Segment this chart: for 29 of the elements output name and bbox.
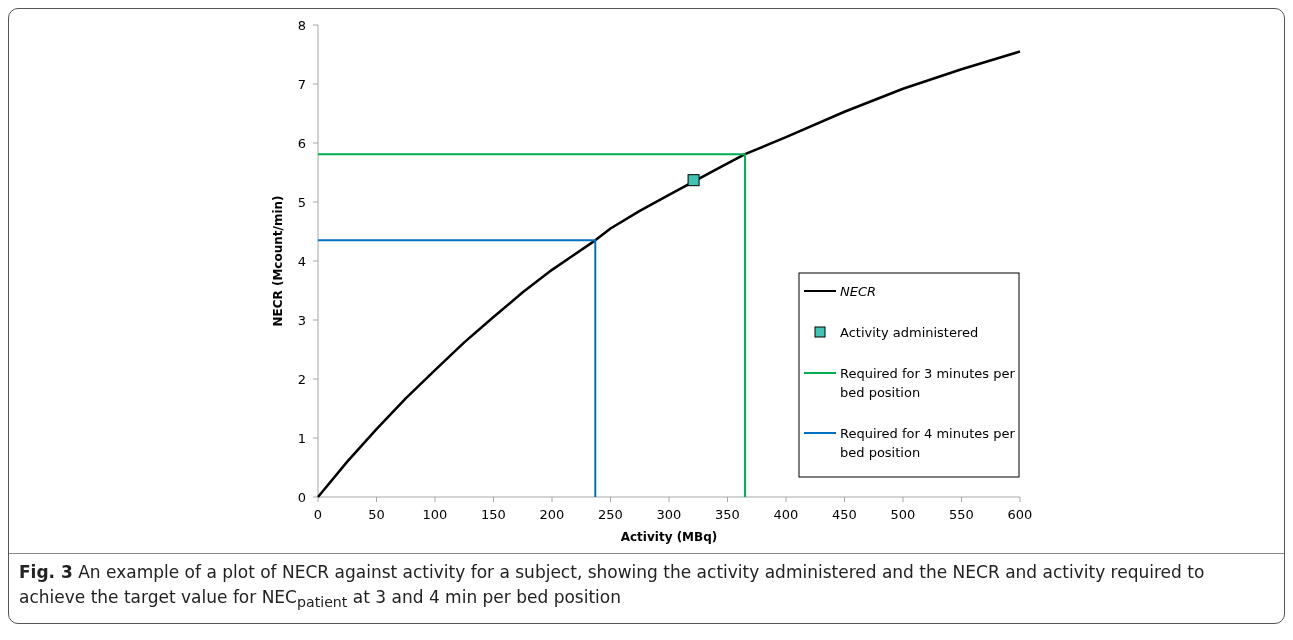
y-axis-title: NECR (Mcount/min) [271,195,285,327]
y-tick-label: 4 [297,253,306,269]
caption: Fig. 3 An example of a plot of NECR against activity for a subject, showing the activity administered and the NECR and activity required to achieve the target value for NEC$_{patient}$ at 3 and 4 min per bed position [19,562,1205,611]
x-tick-label: 350 [715,507,740,522]
x-tick-label: 600 [1007,507,1033,522]
x-tick-label: 100 [422,507,448,522]
y-tick-label: 3 [297,312,306,328]
legend-label: Required for 3 minutes per bed position [840,365,1016,400]
x-tick-label: 300 [656,507,682,522]
x-tick-label: 50 [368,507,385,522]
x-tick-label: 500 [890,507,916,522]
x-axis-title: Activity (MBq) [620,530,718,544]
x-tick-label: 400 [773,507,799,522]
x-tick-label: 200 [539,507,565,522]
x-tick-label: 250 [598,507,623,522]
y-tick-label: 6 [297,135,306,151]
y-tick-label: 1 [297,430,306,446]
legend-label: NECR [840,283,877,299]
y-tick-label: 2 [297,371,306,387]
x-tick-label: 550 [949,507,974,522]
y-tick-label: 7 [297,76,306,92]
y-tick-label: 5 [297,194,306,210]
y-tick-label: 8 [297,17,306,33]
legend-label: Activity administered [840,324,979,340]
x-tick-label: 150 [481,507,506,522]
x-tick-label: 450 [832,507,857,522]
x-tick-label: 0 [313,507,323,522]
legend-label: Required for 4 minutes per bed position [840,425,1016,460]
y-tick-label: 0 [297,489,306,505]
